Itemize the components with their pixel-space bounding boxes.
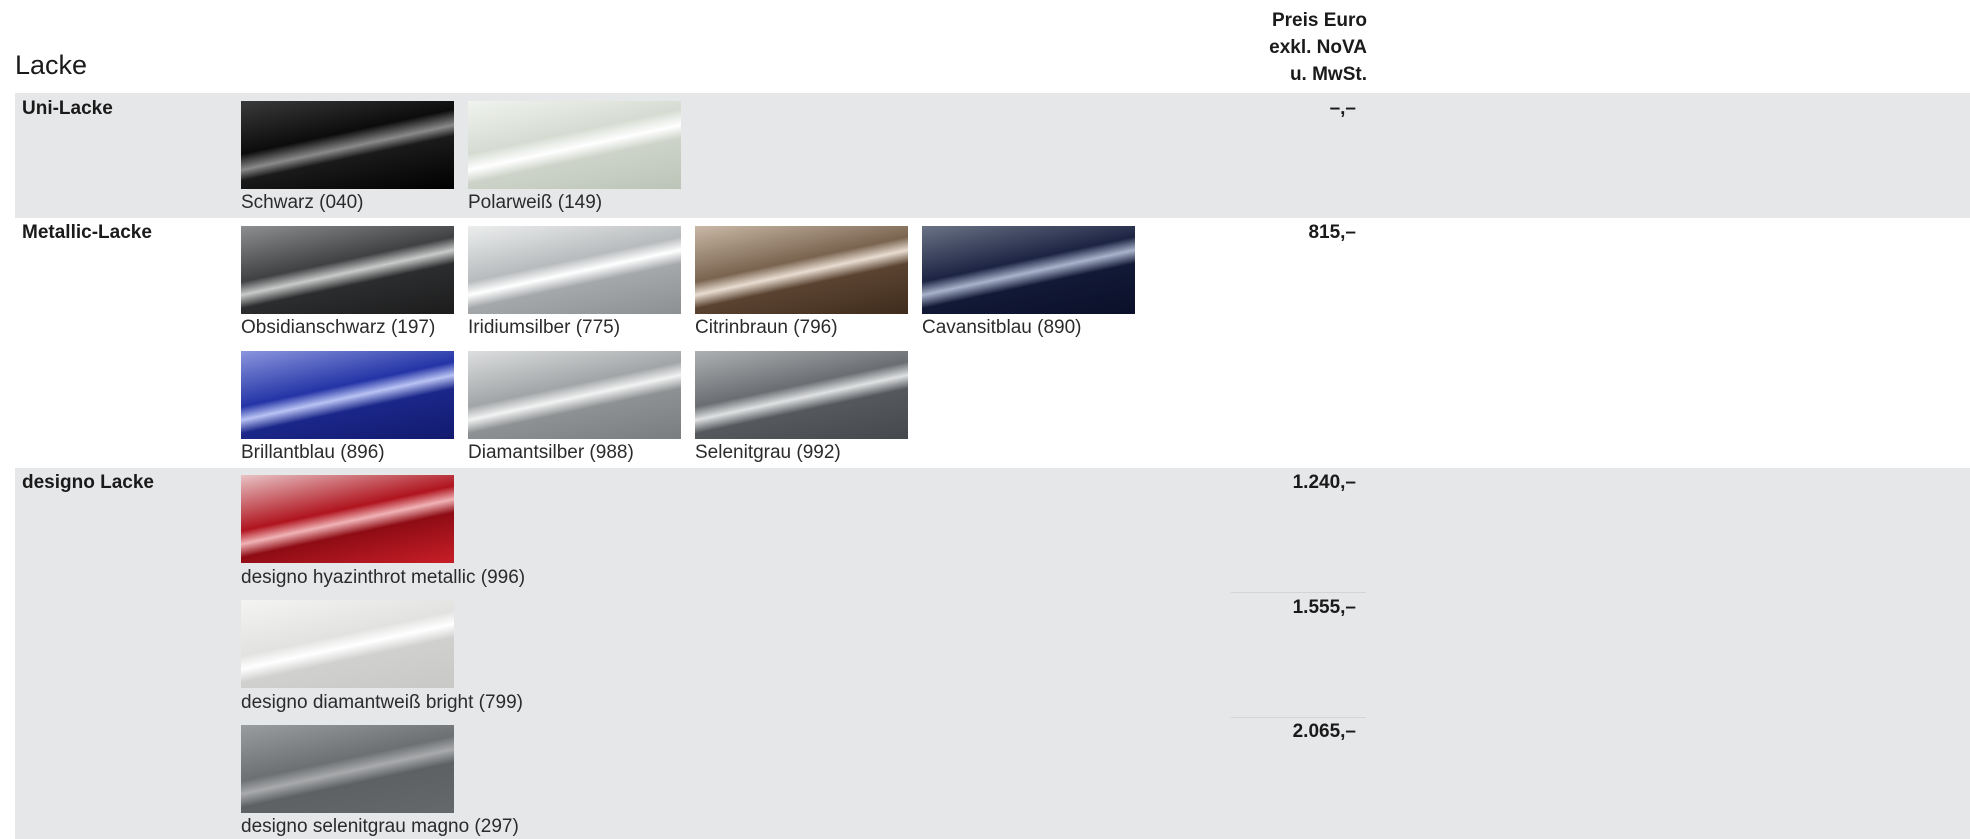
price-header-line-1: Preis Euro (1271, 10, 1367, 31)
price-designo-selenitgrau-magno: 2.065,– (1292, 721, 1356, 742)
swatch-selenitgrau-992[interactable] (695, 351, 908, 439)
swatch-designo-diamantweiss-799[interactable] (241, 600, 454, 688)
swatch-label: Iridiumsilber (775) (468, 317, 621, 338)
swatch-label: Obsidianschwarz (197) (241, 317, 436, 338)
swatch-polarweiss-149[interactable] (468, 101, 681, 189)
swatch-cavansitblau-890[interactable] (922, 226, 1135, 314)
swatch-label: Schwarz (040) (241, 192, 364, 213)
page-title: Lacke (15, 50, 88, 80)
swatch-schwarz-040[interactable] (241, 101, 454, 189)
swatch-obsidianschwarz-197[interactable] (241, 226, 454, 314)
price-metallic: 815,– (1308, 222, 1356, 243)
swatch-citrinbraun-796[interactable] (695, 226, 908, 314)
swatch-designo-hyazinthrot-996[interactable] (241, 475, 454, 563)
price-designo-diamantweiss: 1.555,– (1292, 597, 1356, 618)
swatch-label: designo hyazinthrot metallic (996) (241, 567, 526, 588)
swatch-label: Cavansitblau (890) (922, 317, 1082, 338)
price-header-line-3: u. MwSt. (1289, 64, 1367, 85)
price-uni: –,– (1329, 98, 1356, 119)
section-label-designo: designo Lacke (22, 472, 154, 493)
swatch-label: Polarweiß (149) (468, 192, 603, 213)
swatch-label: designo diamantweiß bright (799) (241, 692, 523, 713)
swatch-designo-selenitgrau-magno-297[interactable] (241, 725, 454, 813)
swatch-label: Citrinbraun (796) (695, 317, 838, 338)
swatch-label: Diamantsilber (988) (468, 442, 634, 463)
section-label-metallic: Metallic-Lacke (22, 222, 152, 243)
swatch-diamantsilber-988[interactable] (468, 351, 681, 439)
price-divider (1231, 717, 1366, 718)
swatch-iridiumsilber-775[interactable] (468, 226, 681, 314)
swatch-label: Brillantblau (896) (241, 442, 385, 463)
price-header-line-2: exkl. NoVA (1269, 37, 1367, 58)
swatch-brillantblau-896[interactable] (241, 351, 454, 439)
swatch-label: Selenitgrau (992) (695, 442, 841, 463)
price-designo-hyazinthrot: 1.240,– (1292, 472, 1356, 493)
section-label-uni: Uni-Lacke (22, 98, 113, 119)
price-divider (1231, 592, 1366, 593)
price-column-header: Preis Euro exkl. NoVA u. MwSt. (1150, 7, 1367, 88)
swatch-label: designo selenitgrau magno (297) (241, 816, 519, 837)
